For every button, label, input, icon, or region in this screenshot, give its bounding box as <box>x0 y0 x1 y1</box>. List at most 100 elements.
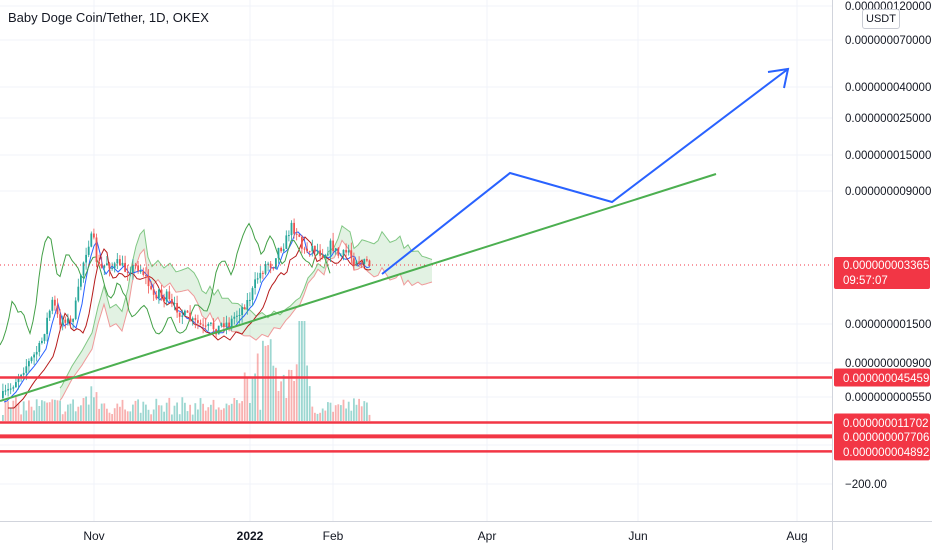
price-axis[interactable]: 0.0000001200000.0000000700000.0000000400… <box>832 0 932 550</box>
volume-bar <box>67 404 69 421</box>
candle-body <box>82 262 85 276</box>
volume-bar <box>61 414 64 421</box>
volume-bar <box>345 408 347 421</box>
candle-body <box>230 318 233 327</box>
volume-bar <box>12 400 15 421</box>
candle-body <box>152 289 155 295</box>
volume-bar <box>238 403 241 421</box>
price-tick-label: 0.000000070000 <box>845 35 931 47</box>
candle-body <box>72 319 74 322</box>
volume-bar <box>121 399 124 421</box>
candle-body <box>119 259 121 266</box>
volume-bar <box>64 411 67 421</box>
candle-body <box>267 263 269 265</box>
projection-arrowhead <box>767 67 790 89</box>
candle-body <box>350 250 353 259</box>
candle-body <box>262 272 264 274</box>
candle-body <box>59 314 61 325</box>
currency-button[interactable]: USDT <box>862 9 900 29</box>
countdown-label: 09:57:07 <box>843 275 888 287</box>
volume-bar <box>308 386 311 421</box>
volume-bar <box>197 409 199 421</box>
candle-body <box>181 315 184 317</box>
candle-body <box>233 316 236 319</box>
volume-bar <box>35 399 38 421</box>
candle-body <box>189 312 191 321</box>
candlesticks <box>2 218 371 401</box>
candle-body <box>103 265 106 268</box>
candle-body <box>199 322 202 325</box>
volume-bar <box>301 321 303 421</box>
candle-body <box>150 286 152 290</box>
drawings[interactable] <box>0 67 832 453</box>
price-tick-label: 0.000000040000 <box>845 82 931 94</box>
volume-bar <box>280 381 282 421</box>
volume-bar <box>77 406 80 421</box>
candle-body <box>311 246 314 252</box>
candle-body <box>238 315 241 316</box>
candle-body <box>254 279 256 288</box>
candle-body <box>363 259 366 265</box>
candle-body <box>33 354 35 358</box>
volume-bar <box>269 339 272 421</box>
candle-body <box>178 312 181 317</box>
volume-bar <box>353 398 355 421</box>
candle-body <box>173 303 176 304</box>
candle-body <box>228 322 230 327</box>
level-price-label: 0.000000007706 <box>843 432 929 444</box>
volume-bar <box>22 401 25 421</box>
candle-body <box>345 249 347 253</box>
candle-body <box>298 234 301 237</box>
price-tick-label: 0.000000001500 <box>845 319 931 331</box>
volume-bar <box>59 400 61 421</box>
volume-bar <box>324 410 327 421</box>
volume-bar <box>254 373 256 421</box>
candle-body <box>25 366 28 373</box>
candle-body <box>85 254 87 263</box>
volume-bar <box>275 367 277 421</box>
volume-bar <box>165 402 168 421</box>
candle-body <box>108 263 111 269</box>
candle-body <box>293 222 295 234</box>
volume-bar <box>243 372 246 421</box>
candle-body <box>111 267 113 269</box>
candle-body <box>87 246 90 255</box>
candle-body <box>2 391 4 398</box>
volume-bar <box>262 340 264 421</box>
candle-body <box>327 254 329 256</box>
candle-body <box>249 299 251 301</box>
candle-body <box>210 322 212 324</box>
volume-bar <box>152 409 155 421</box>
level-price-tag <box>834 368 930 387</box>
candle-body <box>243 307 246 309</box>
volume-bar <box>319 412 321 421</box>
candle-body <box>191 318 194 321</box>
volume-bar <box>93 397 95 421</box>
time-axis[interactable]: Nov 2022 Feb Apr Jun Aug <box>0 521 932 544</box>
level-price-label: 0.000000011702 <box>843 418 929 430</box>
volume-bar <box>132 404 134 421</box>
volume-bar <box>15 397 17 421</box>
volume-bar <box>277 391 280 421</box>
candle-body <box>165 291 168 302</box>
volume-bar <box>17 403 20 421</box>
candle-body <box>223 323 225 327</box>
volume-bar <box>2 415 4 421</box>
volume-bar <box>100 403 103 421</box>
volume-bar <box>87 404 90 421</box>
candle-body <box>259 272 262 279</box>
volume-bar <box>106 408 108 421</box>
candle-body <box>61 319 64 325</box>
volume-bar <box>191 414 194 421</box>
candle-body <box>67 318 69 323</box>
candle-body <box>74 300 77 319</box>
candle-body <box>277 247 280 259</box>
volume-bar <box>9 407 12 421</box>
volume-bar <box>285 398 288 421</box>
volume-bar <box>332 411 334 421</box>
volume-bar <box>90 386 93 421</box>
candle-body <box>301 236 303 249</box>
volume-bar <box>30 406 33 421</box>
candle-body <box>321 255 324 258</box>
